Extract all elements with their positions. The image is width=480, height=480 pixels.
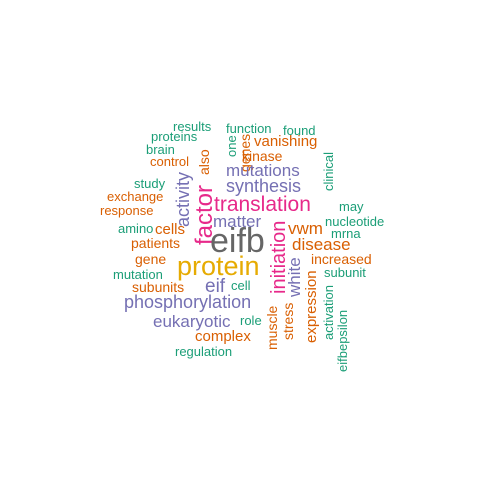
word-brain: brain <box>146 142 175 157</box>
word-matter: matter <box>213 212 262 231</box>
word-proteins: proteins <box>151 129 198 144</box>
word-patients: patients <box>131 235 181 251</box>
word-eifb: eifb <box>210 222 265 260</box>
word-synthesis: synthesis <box>226 176 302 196</box>
word-complex: complex <box>195 328 251 345</box>
word-role: role <box>240 313 262 328</box>
word-may: may <box>339 199 364 214</box>
word-expression: expression <box>303 270 320 343</box>
word-clinical: clinical <box>321 151 336 191</box>
word-mrna: mrna <box>331 226 361 241</box>
word-mutation: mutation <box>113 267 163 282</box>
word-subunit: subunit <box>324 265 366 280</box>
word-found: found <box>283 123 316 138</box>
word-vanishing: vanishing <box>254 133 318 150</box>
word-mutations: mutations <box>226 161 300 180</box>
word-response: response <box>100 203 154 218</box>
word-stress: stress <box>280 302 296 340</box>
word-regulation: regulation <box>175 344 233 359</box>
word-amino: amino <box>118 221 154 236</box>
word-study: study <box>134 176 166 191</box>
word-function: function <box>226 121 272 136</box>
word-vwm: vwm <box>288 219 323 238</box>
word-eukaryotic: eukaryotic <box>153 312 231 331</box>
word-activation: activation <box>321 285 336 340</box>
word-eifbepsilon: eifbepsilon <box>335 309 350 372</box>
word-eif: eif <box>205 276 226 297</box>
word-white: white <box>285 257 304 297</box>
word-subunits: subunits <box>132 279 185 295</box>
word-kinase: kinase <box>242 148 283 164</box>
word-exchange: exchange <box>107 189 164 204</box>
word-activity: activity <box>173 171 193 227</box>
word-results: results <box>173 119 212 134</box>
word-also: also <box>196 149 212 175</box>
word-increased: increased <box>311 251 372 267</box>
word-gene: gene <box>135 251 167 267</box>
word-phosphorylation: phosphorylation <box>124 292 252 312</box>
word-muscle: muscle <box>264 305 280 350</box>
word-control: control <box>150 154 190 169</box>
word-cell: cell <box>231 278 251 293</box>
word-protein: protein <box>177 251 260 281</box>
word-translation: translation <box>214 193 311 216</box>
word-nucleotide: nucleotide <box>325 214 385 229</box>
word-disease: disease <box>292 235 351 254</box>
word-cells: cells <box>155 221 186 238</box>
